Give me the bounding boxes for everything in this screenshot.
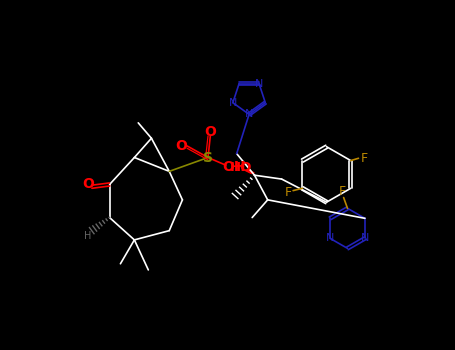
Text: H: H (84, 231, 91, 241)
Text: F: F (285, 186, 292, 199)
Text: S: S (203, 150, 213, 164)
Text: N: N (361, 233, 369, 243)
Text: F: F (361, 152, 368, 165)
Text: O: O (204, 125, 216, 139)
Text: N: N (326, 233, 334, 243)
Text: F: F (339, 185, 346, 198)
Text: OH: OH (222, 160, 245, 174)
Text: HO: HO (230, 161, 253, 174)
Text: O: O (82, 177, 94, 191)
Text: N: N (255, 79, 263, 89)
Text: O: O (176, 139, 187, 153)
Text: N: N (229, 98, 237, 108)
Text: N: N (245, 110, 253, 119)
